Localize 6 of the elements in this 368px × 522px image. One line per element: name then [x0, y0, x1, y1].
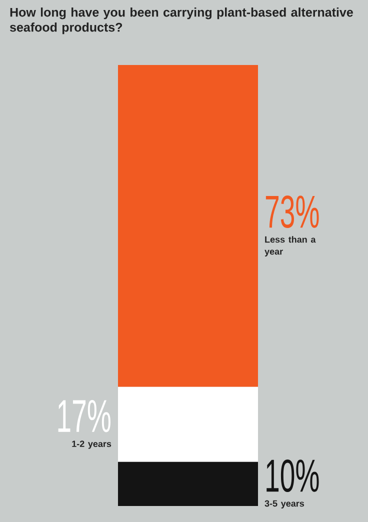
series-label: Less than a year: [264, 236, 316, 256]
data-label: 73%: [266, 195, 319, 228]
chart-title: How long have you been carrying plant-based alternative seafood products?: [10, 8, 353, 34]
series-label: 1-2 years: [72, 440, 112, 449]
data-label: 10%: [266, 459, 319, 492]
series-label: 3-5 years: [264, 500, 304, 508]
